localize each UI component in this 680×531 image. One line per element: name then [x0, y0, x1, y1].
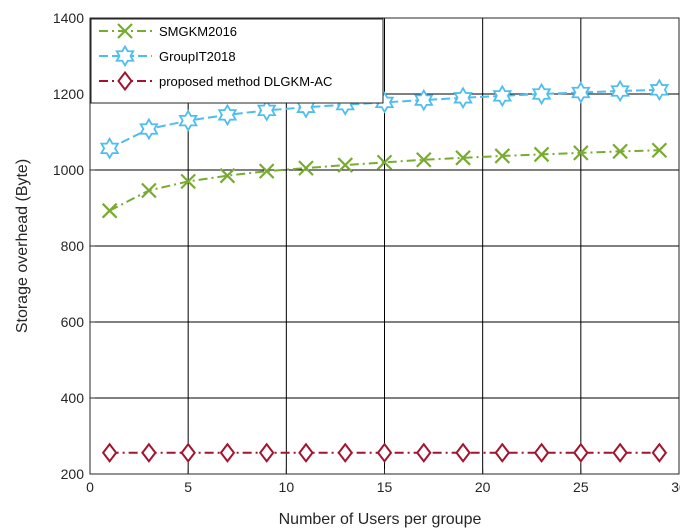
data-point: [178, 109, 198, 132]
legend-item: GroupIT2018: [99, 44, 236, 68]
legend-label: SMGKM2016: [159, 24, 237, 39]
legend-item: SMGKM2016: [99, 23, 237, 39]
data-point: [101, 442, 118, 463]
x-tick-label: 15: [377, 479, 393, 495]
y-tick-label: 200: [61, 466, 85, 482]
data-point: [219, 442, 236, 463]
data-point: [651, 442, 668, 463]
y-tick-label: 800: [61, 238, 85, 254]
data-point: [101, 202, 118, 219]
legend-marker: [115, 44, 135, 68]
x-tick-label: 10: [279, 479, 295, 495]
series-1: [101, 142, 668, 219]
data-point: [455, 150, 471, 166]
data-point: [298, 160, 314, 176]
series-layer: [99, 78, 670, 463]
y-tick-label: 600: [61, 314, 85, 330]
legend-label: GroupIT2018: [159, 49, 236, 64]
legend-box: [90, 18, 384, 104]
data-point: [610, 79, 630, 103]
y-tick-label: 1200: [53, 86, 84, 102]
y-tick-label: 1400: [53, 10, 84, 26]
data-point: [413, 88, 434, 112]
data-point: [415, 151, 432, 168]
data-point: [494, 442, 511, 463]
data-point: [298, 442, 314, 463]
data-point: [139, 117, 159, 141]
data-point: [258, 442, 275, 463]
data-point: [455, 442, 471, 463]
data-point: [612, 442, 628, 463]
data-point: [533, 146, 550, 163]
axis-ticks: 0 5 10 15 20 25 30 200 400 600 800 1000 1200 1400: [53, 10, 680, 495]
data-point: [416, 442, 432, 463]
data-point: [217, 103, 238, 127]
y-axis-label: Storage overhead (Byte): [14, 159, 31, 333]
legend: SMGKM2016 GroupIT2018 proposed method DLGK…: [90, 18, 384, 104]
data-point: [219, 167, 236, 184]
x-tick-label: 5: [184, 479, 192, 495]
data-point: [141, 442, 157, 463]
legend-label: proposed method DLGKM-AC: [159, 74, 332, 89]
data-point: [141, 182, 157, 199]
data-point: [649, 78, 670, 102]
data-point: [337, 442, 353, 463]
data-point: [376, 442, 393, 463]
x-tick-label: 25: [573, 479, 589, 495]
legend-marker: [117, 70, 133, 92]
x-tick-label: 0: [86, 479, 94, 495]
series-line: [109, 149, 660, 212]
data-point: [651, 142, 668, 159]
data-point: [258, 163, 275, 179]
legend-marker: [117, 23, 133, 39]
data-point: [531, 82, 552, 106]
data-point: [573, 145, 589, 161]
x-tick-label: 20: [475, 479, 491, 495]
data-point: [612, 143, 628, 160]
x-axis-label: Number of Users per groupe: [279, 511, 482, 528]
data-point: [453, 86, 473, 110]
data-point: [99, 137, 120, 160]
data-point: [573, 442, 589, 463]
data-point: [180, 442, 196, 463]
y-tick-label: 1000: [53, 162, 84, 178]
data-point: [337, 157, 354, 173]
data-point: [256, 99, 277, 122]
data-point: [494, 148, 511, 164]
series-2: [99, 78, 670, 160]
series-3: [101, 442, 668, 463]
data-point: [533, 442, 550, 463]
data-point: [492, 84, 513, 108]
data-point: [571, 81, 591, 104]
y-tick-label: 400: [61, 390, 85, 406]
data-point: [376, 154, 393, 171]
data-point: [180, 173, 196, 190]
legend-item: proposed method DLGKM-AC: [99, 70, 332, 92]
x-tick-label: 30: [671, 479, 680, 495]
